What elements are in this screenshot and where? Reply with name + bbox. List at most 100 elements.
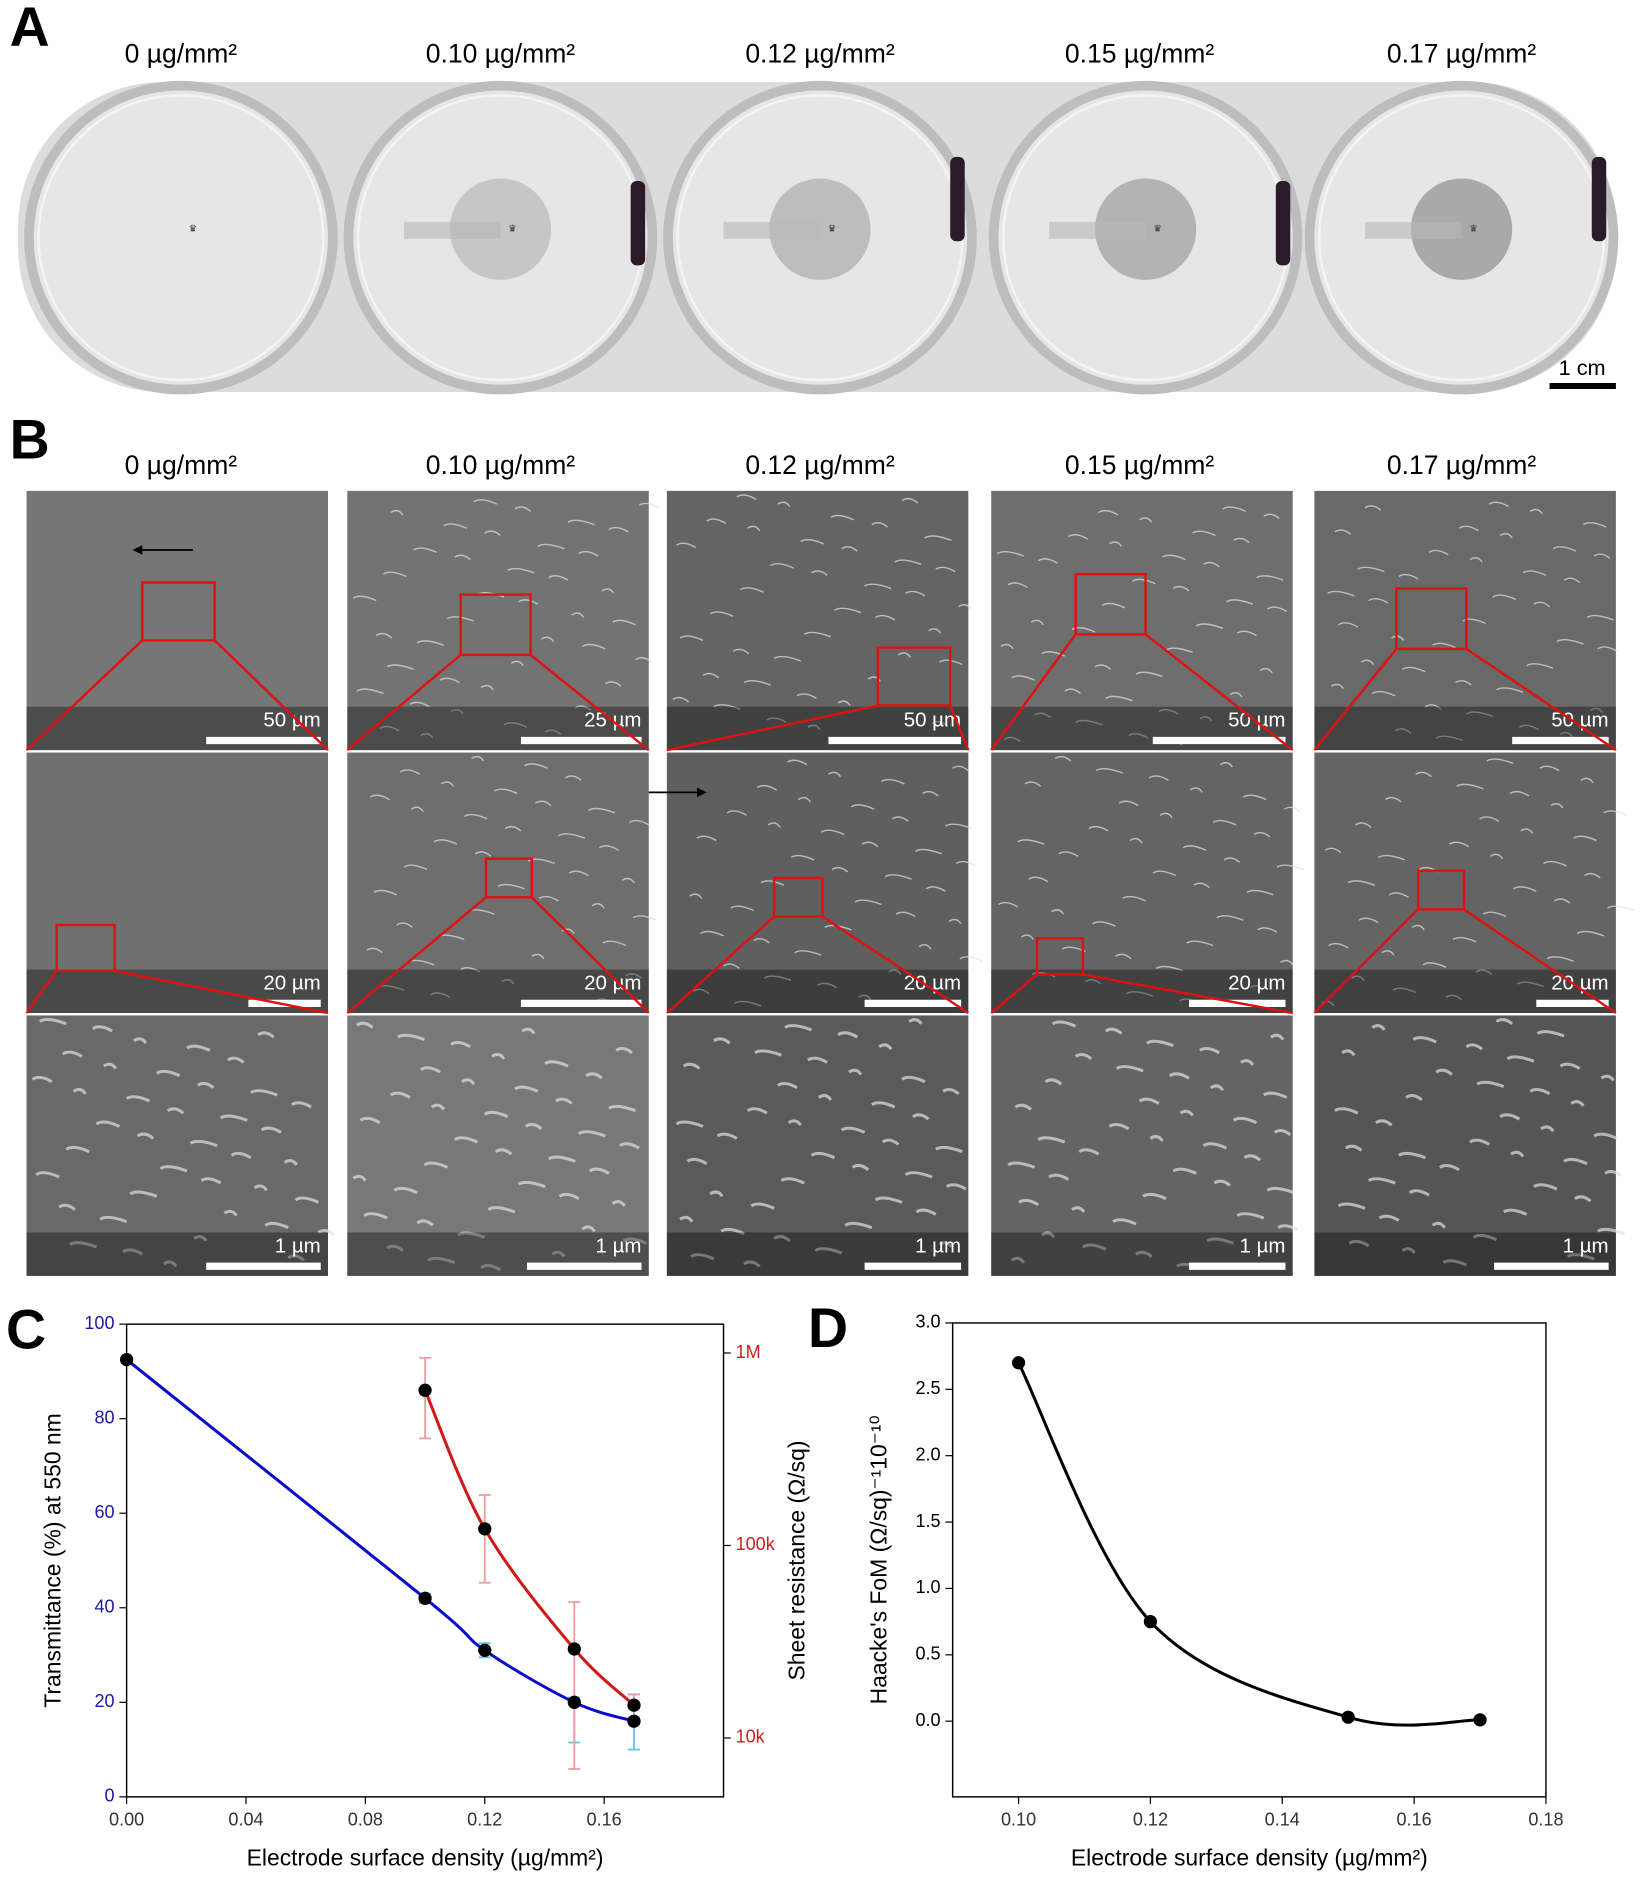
sem-texture bbox=[1475, 969, 1493, 975]
sem-texture bbox=[1321, 1000, 1335, 1007]
sem-texture bbox=[548, 575, 569, 581]
sem-texture bbox=[794, 950, 822, 956]
sem-texture bbox=[622, 1237, 647, 1245]
sem-texture bbox=[1516, 981, 1544, 988]
sem-texture bbox=[1391, 635, 1405, 641]
data-point bbox=[567, 1695, 581, 1709]
sem-texture bbox=[1529, 1087, 1551, 1096]
scale-label: 1 µm bbox=[1563, 1234, 1609, 1257]
sem-texture bbox=[450, 1040, 472, 1049]
sem-texture bbox=[1361, 659, 1375, 665]
sem-texture bbox=[1472, 1233, 1498, 1242]
sem-texture bbox=[1435, 735, 1463, 742]
sem-texture bbox=[716, 1132, 738, 1140]
sem-texture bbox=[1490, 853, 1504, 860]
sem-texture bbox=[1546, 956, 1574, 962]
electrode-contact bbox=[630, 180, 646, 266]
sem-texture bbox=[1020, 934, 1035, 940]
sem-texture bbox=[383, 571, 407, 578]
sem-texture bbox=[621, 877, 635, 884]
sem-texture bbox=[1422, 962, 1447, 968]
sem-texture bbox=[1560, 731, 1574, 738]
sem-texture bbox=[427, 1256, 456, 1265]
scale-label: 20 µm bbox=[263, 972, 320, 995]
sem-texture bbox=[1109, 541, 1123, 547]
sem-texture bbox=[1556, 638, 1584, 645]
sem-texture bbox=[1266, 606, 1288, 613]
data-point bbox=[418, 1591, 432, 1605]
sem-texture bbox=[1405, 1094, 1423, 1102]
sem-texture bbox=[503, 722, 528, 728]
sem-texture bbox=[1202, 1142, 1228, 1150]
zoom-line bbox=[949, 705, 970, 751]
sem-image bbox=[991, 1015, 1293, 1276]
sem-texture bbox=[998, 901, 1019, 908]
sem-texture bbox=[608, 526, 629, 533]
sem-texture bbox=[95, 1120, 121, 1128]
sem-texture bbox=[1424, 704, 1442, 710]
film-strip bbox=[1049, 221, 1146, 239]
sem-texture bbox=[1539, 765, 1560, 772]
sem-texture bbox=[1597, 646, 1618, 652]
sem-texture bbox=[874, 1196, 903, 1204]
sem-texture bbox=[756, 784, 777, 791]
sem-texture bbox=[1469, 1138, 1491, 1146]
sem-texture bbox=[249, 1089, 278, 1097]
sem-texture bbox=[510, 660, 524, 667]
sem-texture bbox=[1108, 1122, 1130, 1131]
logo: ♛ bbox=[1153, 224, 1162, 235]
scale-label: 50 µm bbox=[263, 709, 320, 732]
data-point bbox=[418, 1383, 432, 1397]
sem-texture bbox=[1125, 991, 1154, 997]
sem-texture bbox=[356, 1021, 374, 1029]
sem-texture bbox=[413, 547, 437, 554]
sem-texture bbox=[682, 1062, 701, 1070]
sem-texture bbox=[567, 519, 595, 526]
sem-texture bbox=[1411, 924, 1425, 931]
electrode-contact bbox=[950, 156, 965, 242]
sem-texture bbox=[1540, 1125, 1555, 1133]
sem-texture bbox=[730, 905, 754, 912]
sem-texture bbox=[535, 800, 552, 807]
sem-texture bbox=[544, 729, 562, 736]
sem-texture bbox=[1328, 942, 1349, 949]
sem-texture bbox=[1593, 553, 1611, 559]
sem-texture bbox=[1582, 522, 1607, 528]
sem-texture bbox=[850, 804, 875, 810]
sem-texture bbox=[494, 788, 518, 795]
data-point bbox=[1143, 1614, 1158, 1629]
sem-texture bbox=[356, 688, 384, 695]
sem-texture bbox=[1048, 1173, 1070, 1181]
sem-texture bbox=[352, 1174, 367, 1182]
electrode-contact bbox=[1275, 180, 1291, 266]
sem-texture bbox=[692, 988, 710, 995]
logo: ♛ bbox=[1469, 224, 1478, 235]
column-heading: 0.17 µg/mm² bbox=[1387, 39, 1537, 69]
zoom-box bbox=[1035, 937, 1085, 976]
sem-texture bbox=[480, 1264, 502, 1272]
sem-texture bbox=[905, 590, 926, 597]
sem-texture bbox=[955, 860, 976, 867]
sem-image bbox=[26, 490, 328, 751]
sem-texture bbox=[1566, 1253, 1595, 1261]
sem-texture bbox=[854, 899, 882, 906]
sem-texture bbox=[1330, 683, 1344, 690]
sem-texture bbox=[931, 720, 949, 727]
logo: ♛ bbox=[508, 224, 517, 235]
sem-texture bbox=[787, 1119, 802, 1127]
sem-texture bbox=[38, 1018, 67, 1026]
sem-texture bbox=[1071, 1206, 1086, 1213]
sem-texture bbox=[1394, 728, 1412, 734]
sem-texture bbox=[1563, 577, 1581, 584]
sem-texture bbox=[1499, 1113, 1521, 1121]
scale-label: 50 µm bbox=[904, 709, 961, 732]
sem-texture bbox=[1240, 1059, 1255, 1066]
sem-texture bbox=[125, 1095, 151, 1103]
sem-texture bbox=[260, 1126, 282, 1134]
zoom-line bbox=[346, 653, 462, 752]
sem-texture bbox=[764, 975, 792, 982]
sem-texture bbox=[386, 1244, 404, 1252]
sem-texture bbox=[290, 1101, 312, 1109]
sem-texture bbox=[1377, 854, 1406, 861]
sem-texture bbox=[1465, 711, 1494, 718]
